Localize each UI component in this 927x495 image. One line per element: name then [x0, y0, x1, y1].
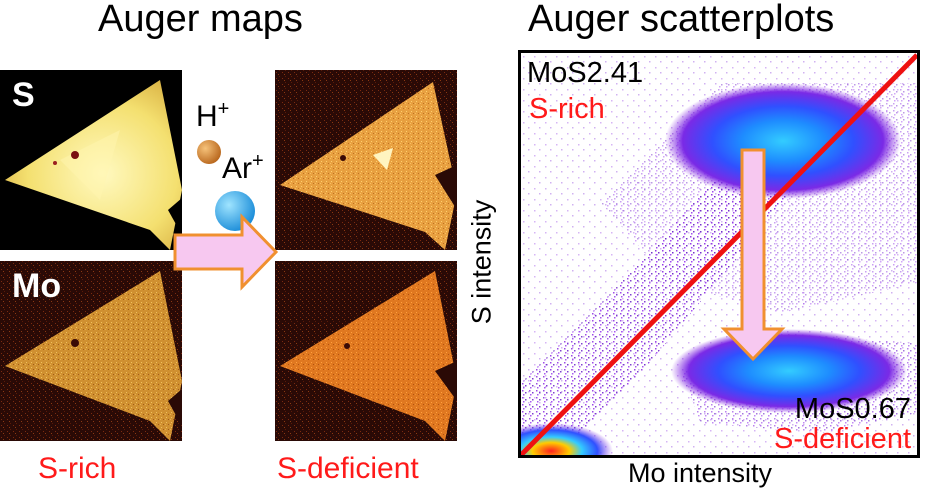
h-ion-sphere-icon	[197, 140, 221, 164]
scatterplot-canvas	[521, 53, 917, 455]
top-state: S-rich	[529, 93, 605, 125]
mo-map-label: Mo	[12, 267, 62, 305]
auger-scatterplots-title: Auger scatterplots	[528, 0, 835, 40]
scatterplot-frame: MoS2.41 S-rich MoS0.67 S-deficient	[518, 50, 920, 458]
caption-s-rich: S-rich	[38, 452, 117, 485]
s-map-deficient	[275, 70, 457, 250]
mo-map-rich: Mo	[0, 261, 182, 441]
s-loss-arrow-icon	[720, 148, 786, 362]
top-formula: MoS2.41	[527, 57, 644, 89]
s-map-label: S	[12, 76, 35, 114]
diagonal-line	[521, 53, 917, 455]
bottom-state: S-deficient	[773, 423, 911, 455]
caption-s-deficient: S-deficient	[277, 452, 419, 485]
ar-ion-label: Ar+	[222, 150, 264, 185]
process-arrow-icon	[173, 213, 279, 291]
s-map-rich: S	[0, 70, 182, 250]
bottom-formula: MoS0.67	[794, 393, 911, 425]
h-ion-label: H+	[196, 98, 230, 133]
s-deficient-cluster	[671, 329, 907, 413]
auger-maps-title: Auger maps	[98, 0, 303, 40]
y-axis-label: S intensity	[466, 199, 497, 325]
x-axis-label: Mo intensity	[628, 458, 773, 488]
s-rich-cluster	[665, 83, 901, 199]
mo-map-deficient	[275, 261, 457, 441]
